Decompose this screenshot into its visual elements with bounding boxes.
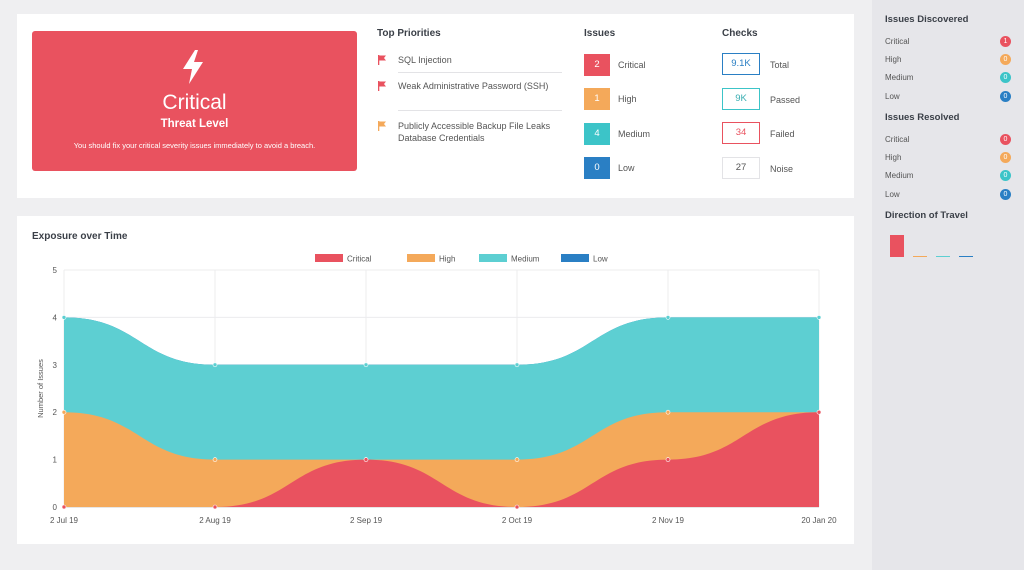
resolved-medium-count: 0	[1000, 170, 1011, 181]
exposure-chart: 0 1 2 3 4 5 2 Jul 19 2 Aug 19 2 Sep 19 2 Oct 19 2 …	[36, 254, 837, 525]
travel-bar	[936, 256, 950, 257]
resolved-low-label: Low	[885, 190, 900, 199]
checks-failed-value[interactable]: 34	[722, 122, 760, 144]
checks-failed-label: Failed	[770, 129, 795, 139]
issues-title: Issues	[584, 28, 616, 39]
flag-icon	[378, 81, 386, 91]
direction-of-travel-title: Direction of Travel	[885, 210, 968, 221]
issues-medium-label: Medium	[618, 129, 651, 139]
resolved-critical-count: 0	[1000, 134, 1011, 145]
travel-bar	[890, 235, 904, 257]
data-point-critical	[363, 457, 369, 462]
x-tick-label: 2 Jul 19	[50, 516, 79, 525]
priorities-title: Top Priorities	[377, 28, 441, 39]
checks-passed-value[interactable]: 9K	[722, 88, 760, 110]
lightning-bolt-icon	[183, 50, 203, 84]
threat-level-message: You should fix your critical severity is…	[73, 141, 316, 150]
discovered-high-label: High	[885, 55, 902, 64]
summary-card: Critical Threat Level You should fix you…	[17, 14, 854, 198]
y-axis-label: Number of Issues	[36, 359, 45, 418]
divider	[398, 72, 562, 73]
data-point-high	[665, 409, 671, 415]
x-tick-label: 2 Oct 19	[502, 516, 533, 525]
discovered-high-count: 0	[1000, 54, 1011, 65]
y-tick-label: 3	[53, 361, 58, 370]
threat-level-value: Critical	[162, 91, 227, 114]
data-point-high	[514, 457, 520, 462]
resolved-critical-label: Critical	[885, 135, 910, 144]
data-point-critical	[514, 504, 520, 510]
issues-critical-count[interactable]: 2	[584, 54, 610, 76]
legend-label-medium: Medium	[511, 255, 540, 264]
issues-medium-count[interactable]: 4	[584, 123, 610, 145]
priority-text: Weak Administrative Password (SSH)	[398, 81, 549, 91]
data-point-critical	[665, 457, 671, 462]
data-point-high	[61, 409, 67, 415]
exposure-chart-card: Exposure over Time 0 1 2 3 4 5 2 Jul 19 2 Aug 1…	[17, 216, 854, 544]
threat-level-panel: Critical Threat Level You should fix you…	[32, 31, 357, 171]
flag-icon	[378, 121, 386, 131]
data-point-medium	[212, 362, 218, 368]
priority-text: SQL Injection	[398, 55, 452, 65]
data-point-medium	[514, 362, 520, 368]
legend-label-low: Low	[593, 255, 608, 264]
divider	[398, 110, 562, 111]
checks-total-label: Total	[770, 60, 790, 70]
checks-noise-value[interactable]: 27	[722, 157, 760, 179]
issues-high-label: High	[618, 94, 637, 104]
checks-title: Checks	[722, 28, 758, 39]
checks-noise-label: Noise	[770, 164, 794, 174]
discovered-critical-label: Critical	[885, 37, 910, 46]
travel-bar	[913, 256, 927, 257]
legend-swatch-medium	[479, 254, 507, 262]
right-panel: Issues Discovered Critical 1 High 0 Medi…	[872, 0, 1024, 570]
series-area-critical	[64, 412, 819, 507]
resolved-high-label: High	[885, 153, 902, 162]
x-tick-label: 2 Sep 19	[350, 516, 383, 525]
y-tick-label: 2	[53, 408, 58, 417]
discovered-medium-label: Medium	[885, 73, 914, 82]
y-tick-label: 4	[53, 313, 58, 322]
y-tick-label: 1	[53, 456, 58, 465]
flag-icon	[378, 55, 386, 65]
y-tick-label: 5	[53, 266, 58, 275]
data-point-medium	[816, 315, 822, 320]
x-tick-label: 20 Jan 20	[801, 516, 837, 525]
checks-passed-label: Passed	[770, 95, 801, 105]
issues-low-count[interactable]: 0	[584, 157, 610, 179]
discovered-low-count: 0	[1000, 91, 1011, 102]
data-point-medium	[363, 362, 369, 368]
issues-discovered-title: Issues Discovered	[885, 14, 969, 25]
issues-low-label: Low	[618, 163, 635, 173]
issues-high-count[interactable]: 1	[584, 88, 610, 110]
data-point-medium	[61, 315, 67, 320]
chart-title: Exposure over Time	[32, 231, 128, 242]
legend-swatch-critical	[315, 254, 343, 262]
issues-resolved-title: Issues Resolved	[885, 112, 960, 123]
data-point-medium	[665, 315, 671, 320]
legend-swatch-high	[407, 254, 435, 262]
resolved-low-count: 0	[1000, 189, 1011, 200]
discovered-low-label: Low	[885, 92, 900, 101]
data-point-high	[212, 457, 218, 462]
x-tick-label: 2 Nov 19	[652, 516, 685, 525]
discovered-medium-count: 0	[1000, 72, 1011, 83]
priority-text: Publicly Accessible Backup File Leaks Da…	[398, 121, 551, 143]
legend-label-critical: Critical	[347, 255, 372, 264]
data-point-critical	[212, 504, 218, 510]
legend-label-high: High	[439, 255, 455, 264]
direction-of-travel-chart	[890, 235, 973, 257]
issues-critical-label: Critical	[618, 60, 646, 70]
discovered-critical-count: 1	[1000, 36, 1011, 47]
x-tick-label: 2 Aug 19	[199, 516, 231, 525]
y-tick-label: 0	[53, 503, 58, 512]
resolved-medium-label: Medium	[885, 171, 914, 180]
checks-total-value[interactable]: 9.1K	[722, 53, 760, 75]
travel-bar	[959, 256, 973, 257]
threat-level-subtitle: Threat Level	[160, 118, 229, 130]
data-point-critical	[816, 409, 822, 415]
legend-swatch-low	[561, 254, 589, 262]
resolved-high-count: 0	[1000, 152, 1011, 163]
data-point-critical	[61, 504, 67, 510]
